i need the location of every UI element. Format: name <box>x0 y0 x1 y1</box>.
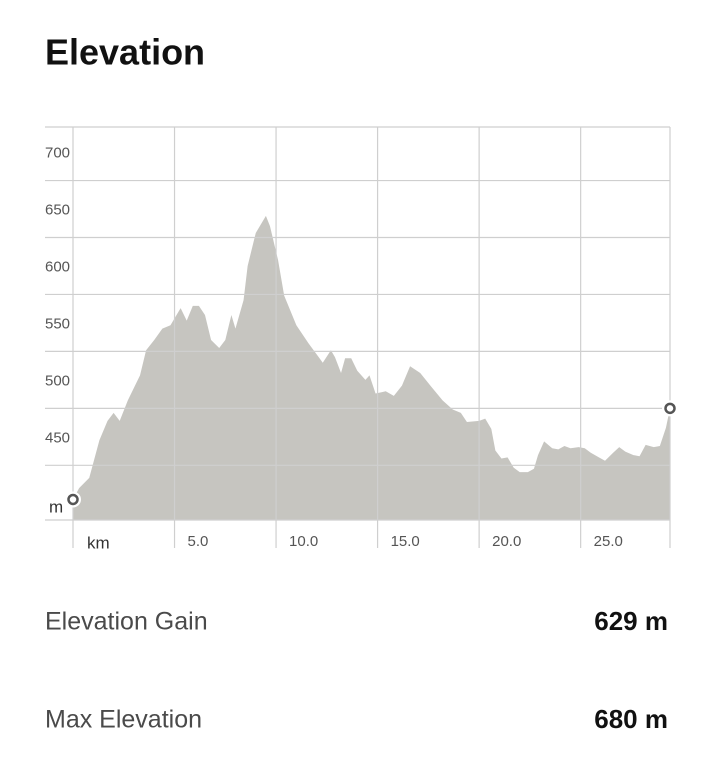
y-tick-label: 500 <box>45 372 70 389</box>
x-tick-label: 25.0 <box>594 533 623 550</box>
chart: 450 500 550 600 650 700 5.0 10.0 15.0 20.0 25.0 km m <box>45 126 678 552</box>
x-axis-label: km <box>87 533 110 552</box>
stat-value: 629 m <box>594 606 668 636</box>
x-tick-label: 20.0 <box>492 533 521 550</box>
x-tick-label: 10.0 <box>289 533 318 550</box>
title: Elevation <box>45 32 205 73</box>
elevation-area <box>73 215 670 520</box>
endpoint-dot <box>67 493 79 506</box>
y-tick-label: 600 <box>45 258 70 275</box>
y-tick-label: 450 <box>45 429 70 446</box>
y-tick-label: 700 <box>45 145 70 162</box>
y-tick-label: 650 <box>45 201 70 218</box>
stat-label: Max Elevation <box>45 706 202 734</box>
x-tick-label: 5.0 <box>188 533 209 550</box>
y-tick-label: 550 <box>45 315 70 332</box>
stat-label: Elevation Gain <box>45 608 208 636</box>
stat-value: 680 m <box>594 704 668 734</box>
x-tick-label: 15.0 <box>391 533 420 550</box>
y-axis-label: m <box>49 497 63 516</box>
endpoint-dot <box>664 402 676 415</box>
